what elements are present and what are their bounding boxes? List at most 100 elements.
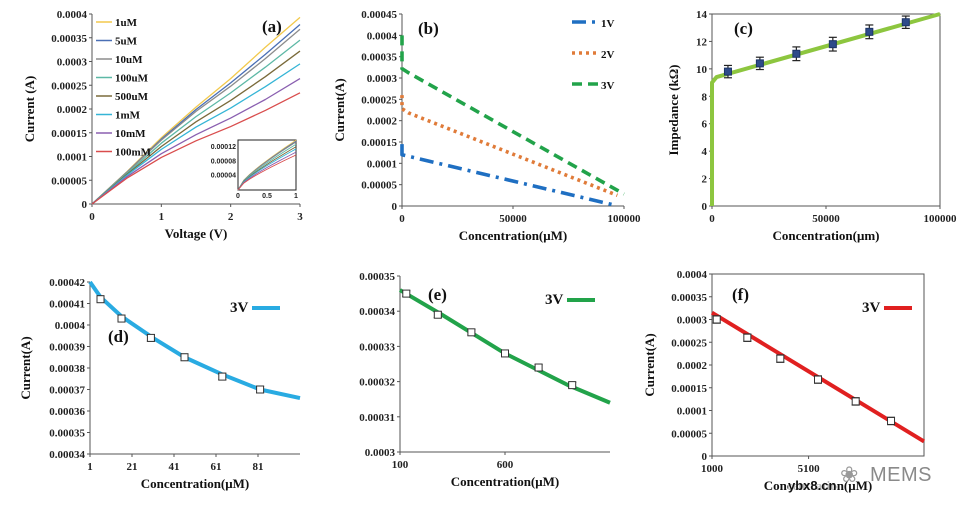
panel-label: (d)	[108, 327, 129, 346]
inset-y-tick: 0.00008	[211, 158, 236, 165]
x-tick-label: 0	[709, 213, 715, 225]
data-point	[723, 64, 732, 79]
series-line	[398, 288, 611, 405]
data-point	[534, 363, 543, 372]
series-line	[91, 92, 301, 205]
y-axis-label: Current(A)	[18, 336, 33, 399]
data-marker	[712, 315, 721, 324]
series-100mM	[91, 92, 301, 205]
y-tick-label: 0.00038	[49, 363, 85, 375]
y-tick-label: 0.00034	[359, 306, 395, 318]
panel-label: (f)	[732, 285, 749, 304]
y-axis-label: Impedance (kΩ)	[666, 65, 681, 156]
data-point	[755, 56, 764, 71]
data-marker	[743, 333, 752, 342]
series-fit	[398, 288, 611, 405]
chart-panel-b: 0 0.00005 0.0001 0.00015 0.0002 0.00025 0.0003…	[332, 9, 641, 243]
y-tick-label: 12	[696, 36, 708, 48]
legend-entry: 5uM	[115, 36, 138, 48]
x-tick-label: 1	[159, 211, 165, 223]
panel-label: (c)	[734, 19, 753, 38]
x-tick-label: 100000	[608, 213, 642, 225]
watermark-text: MEMS	[870, 464, 932, 486]
series-data	[96, 295, 265, 394]
data-point	[851, 397, 860, 406]
data-point	[180, 353, 189, 362]
y-tick-label: 2	[702, 174, 708, 186]
y-tick-label: 14	[696, 9, 708, 21]
data-marker	[256, 385, 265, 394]
x-tick-label: 21	[127, 461, 138, 473]
legend-entry: 1V	[601, 18, 615, 30]
series-10mM	[91, 78, 301, 205]
y-tick-label: 0.0004	[55, 320, 86, 332]
y-tick-label: 0.00045	[361, 9, 397, 21]
inset-y-tick: 0.00004	[211, 173, 236, 180]
y-tick-label: 10	[696, 64, 708, 76]
data-point	[865, 24, 874, 40]
panel-label: (b)	[418, 19, 439, 38]
y-tick-label: 0.00035	[49, 428, 85, 440]
data-marker	[723, 67, 732, 76]
x-tick-label: 3	[297, 211, 303, 223]
y-tick-label: 0.0003	[677, 315, 708, 327]
legend: 1uM 5uM 10uM 100uM 500uM 1mM 10mM 100mM	[96, 17, 152, 159]
series-10uM	[91, 28, 301, 205]
series-line	[400, 144, 614, 207]
inset-series-line	[237, 148, 297, 191]
x-tick-label: 5100	[798, 463, 821, 475]
series-line	[91, 63, 301, 205]
data-marker	[851, 397, 860, 406]
data-point	[901, 15, 910, 29]
x-tick-label: 81	[253, 461, 264, 473]
y-tick-label: 0.00037	[49, 385, 85, 397]
series-data	[723, 15, 910, 79]
chart-panel-c: 0 2 4 6 8 10 12 14 0 50000 100000 Concentration(μm)…	[666, 9, 957, 243]
watermark-site: ybx8.cn	[788, 478, 837, 493]
legend-entry: 3V	[601, 80, 615, 92]
y-tick-label: 0.00005	[51, 175, 87, 187]
y-tick-label: 0.0002	[367, 116, 398, 128]
wechat-icon: ❀	[840, 462, 859, 487]
data-marker	[467, 328, 476, 337]
x-tick-label: 600	[497, 459, 514, 471]
y-tick-label: 0.0004	[677, 269, 708, 281]
series-line	[400, 95, 619, 198]
data-marker	[501, 349, 509, 358]
y-tick-label: 0	[702, 451, 708, 463]
inset-series-line	[237, 154, 297, 191]
x-axis-label: Concentration(μM)	[451, 474, 559, 489]
y-axis-label: Current(A)	[642, 333, 657, 396]
legend-entry: 2V	[601, 49, 615, 61]
data-marker	[180, 353, 189, 362]
y-tick-label: 8	[702, 91, 708, 103]
series-fit	[710, 12, 941, 206]
y-tick-label: 0.00005	[671, 428, 707, 440]
y-tick-label: 0.00035	[51, 33, 87, 45]
x-tick-label: 1	[87, 461, 93, 473]
x-axis-label: Concentration(μm)	[772, 228, 879, 243]
inset-y-tick: 0.00012	[211, 144, 236, 151]
y-tick-label: 0.0001	[367, 158, 397, 170]
series-3V	[400, 35, 625, 196]
y-tick-label: 0.0003	[57, 57, 88, 69]
y-tick-label: 0.00005	[361, 180, 397, 192]
data-marker	[146, 333, 155, 342]
data-point	[776, 354, 785, 363]
data-point	[256, 385, 265, 394]
data-point	[433, 310, 442, 319]
plot-frame	[711, 13, 941, 207]
y-tick-label: 0.0001	[57, 152, 87, 164]
legend-entry: 500uM	[115, 91, 149, 103]
y-tick-label: 0.00041	[49, 299, 85, 311]
y-tick-label: 0.0003	[367, 73, 398, 85]
series-line	[400, 35, 625, 196]
x-tick-label: 100000	[924, 213, 958, 225]
data-point	[117, 314, 126, 323]
data-point	[402, 289, 411, 298]
legend-entry: 3V	[862, 300, 881, 316]
data-marker	[117, 314, 126, 323]
legend-entry: 100mM	[115, 147, 152, 159]
x-axis-label: Voltage (V)	[165, 226, 228, 241]
